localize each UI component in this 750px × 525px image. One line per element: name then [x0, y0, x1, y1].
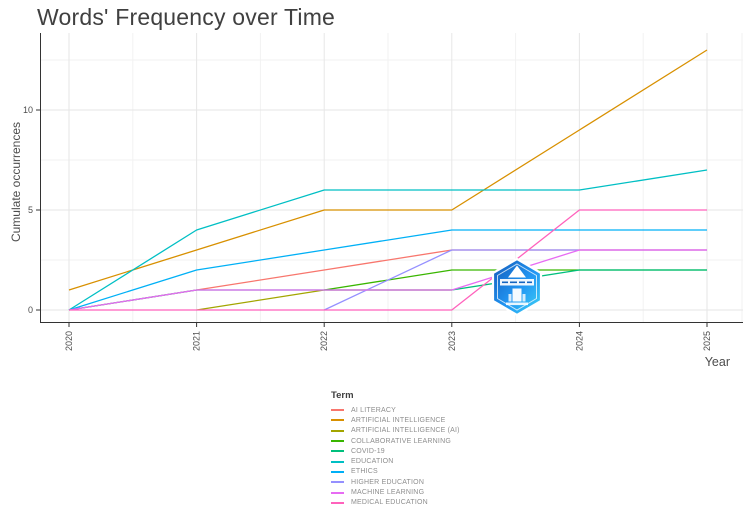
- legend-item-label: ETHICS: [351, 468, 378, 476]
- legend-item: HIGHER EDUCATION: [331, 477, 460, 487]
- legend-key-line: [331, 440, 344, 443]
- legend-item-label: AI LITERACY: [351, 406, 396, 414]
- legend-item: COVID-19: [331, 446, 460, 456]
- chart-title: Words' Frequency over Time: [37, 4, 336, 30]
- legend-item-label: MACHINE LEARNING: [351, 489, 425, 497]
- x-tick-label: 2024: [574, 331, 584, 351]
- series-line-medical-education: [69, 209, 707, 311]
- legend-key-line: [331, 419, 344, 422]
- y-tick-label: 0: [28, 305, 33, 315]
- legend-key-line: [331, 429, 344, 432]
- legend-title: Term: [331, 390, 354, 401]
- legend-item: ARTIFICIAL INTELLIGENCE: [331, 415, 460, 425]
- legend-key-line: [331, 460, 344, 463]
- legend-item: EDUCATION: [331, 456, 460, 466]
- legend-item-label: COLLABORATIVE LEARNING: [351, 437, 451, 445]
- x-tick-label: 2025: [702, 331, 712, 351]
- x-tick-label: 2020: [64, 331, 74, 351]
- legend-key-line: [331, 450, 344, 453]
- x-tick-label: 2022: [319, 331, 329, 351]
- series-line-artificial-intelligence: [68, 49, 708, 291]
- x-axis-title: Year: [704, 355, 730, 369]
- legend-key-line: [331, 409, 344, 412]
- y-tick-label: 10: [23, 105, 33, 115]
- series-line-machine-learning: [68, 249, 707, 311]
- legend-item: MACHINE LEARNING: [331, 487, 460, 497]
- legend-item-label: ARTIFICIAL INTELLIGENCE: [351, 416, 446, 424]
- legend-rows: AI LITERACY ARTIFICIAL INTELLIGENCE ARTIFI…: [331, 405, 460, 508]
- legend-key-line: [331, 470, 344, 473]
- y-axis-title: Cumulate occurrences: [9, 121, 23, 243]
- plot-area: 0 5 10 2020 2021 2022 2023 2024 2025: [23, 33, 743, 351]
- x-tick-label: 2021: [192, 331, 202, 351]
- legend-item: ETHICS: [331, 467, 460, 477]
- series-line-education: [68, 169, 708, 311]
- y-tick-label: 5: [28, 205, 33, 215]
- legend-item: ARTIFICIAL INTELLIGENCE (AI): [331, 426, 460, 436]
- x-tick-label: 2023: [447, 331, 457, 351]
- legend: Term AI LITERACY ARTIFICIAL INTELLIGENCE A…: [331, 390, 460, 508]
- watermark-logo: [491, 257, 543, 317]
- legend-item-label: ARTIFICIAL INTELLIGENCE (AI): [351, 427, 460, 435]
- legend-key-line: [331, 491, 344, 494]
- legend-key-line: [331, 481, 344, 484]
- legend-item-label: COVID-19: [351, 447, 385, 455]
- legend-item-label: EDUCATION: [351, 458, 394, 466]
- legend-item-label: MEDICAL EDUCATION: [351, 499, 428, 507]
- legend-item-label: HIGHER EDUCATION: [351, 478, 425, 486]
- legend-key-line: [331, 501, 344, 504]
- series-line-ethics: [68, 229, 707, 311]
- legend-item: MEDICAL EDUCATION: [331, 498, 460, 508]
- legend-item: AI LITERACY: [331, 405, 460, 415]
- legend-item: COLLABORATIVE LEARNING: [331, 436, 460, 446]
